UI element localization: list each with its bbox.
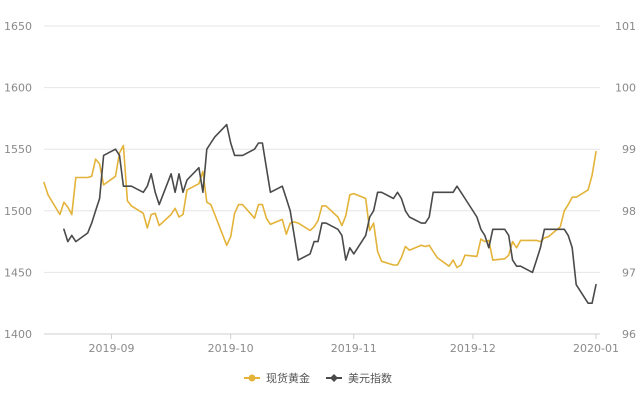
- series-line-usd-index: [63, 123, 597, 305]
- right-tick-label: 98: [622, 205, 636, 218]
- left-tick-label: 1650: [4, 20, 32, 33]
- legend-label: 现货黄金: [266, 371, 310, 385]
- series-group: [43, 123, 597, 305]
- right-tick-label: 97: [622, 266, 636, 279]
- legend-item-usd-index[interactable]: 美元指数: [326, 371, 392, 385]
- legend[interactable]: 现货黄金 美元指数: [244, 371, 392, 385]
- grid: [44, 25, 600, 335]
- x-tick-label: 2019-11: [331, 342, 377, 355]
- series-line-gold: [43, 144, 597, 269]
- legend-label: 美元指数: [348, 371, 392, 385]
- left-tick-label: 1400: [4, 328, 32, 341]
- x-tick-label: 2019-09: [89, 342, 135, 355]
- left-tick-label: 1450: [4, 266, 32, 279]
- legend-item-gold[interactable]: 现货黄金: [244, 371, 310, 385]
- left-tick-label: 1500: [4, 205, 32, 218]
- left-axis-ticks: 1400 1450 1500 1550 1600 1650: [4, 20, 32, 341]
- right-tick-label: 96: [622, 328, 636, 341]
- x-tick-label: 2020-01: [573, 342, 619, 355]
- legend-diamond-icon: [330, 374, 338, 382]
- x-tick-label: 2019-12: [450, 342, 496, 355]
- legend-circle-icon: [248, 374, 256, 382]
- right-tick-label: 99: [622, 143, 636, 156]
- right-tick-label: 100: [615, 82, 636, 95]
- left-tick-label: 1550: [4, 143, 32, 156]
- right-tick-label: 101: [615, 20, 636, 33]
- left-tick-label: 1600: [4, 82, 32, 95]
- x-tick-label: 2019-10: [208, 342, 254, 355]
- right-axis-ticks: 96 97 98 99 100 101: [615, 20, 636, 341]
- x-axis-ticks: 2019-09 2019-10 2019-11 2019-12 2020-01: [89, 334, 619, 355]
